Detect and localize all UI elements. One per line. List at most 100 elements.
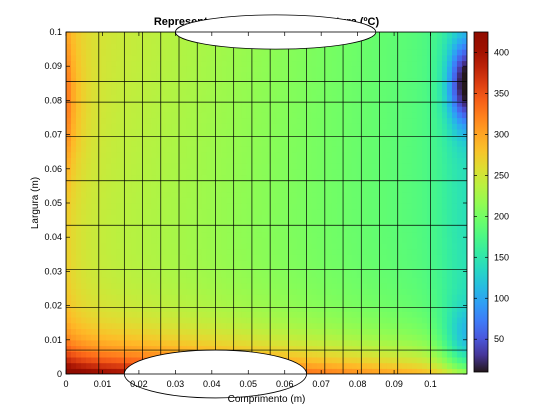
heat-cell [86, 37, 92, 44]
heat-cell [386, 231, 393, 238]
heat-cell [151, 265, 157, 272]
heat-cell [351, 214, 358, 221]
heat-cell [321, 214, 328, 221]
heat-cell [256, 265, 263, 272]
heat-cell [156, 128, 162, 136]
heat-cell [211, 100, 217, 107]
heat-cell [366, 180, 373, 187]
heat-cell [76, 128, 82, 136]
heat-cell [361, 140, 368, 147]
heat-cell [296, 208, 303, 215]
heat-cell [356, 94, 363, 101]
heat-cell [86, 174, 92, 181]
heat-cell [396, 83, 403, 90]
heat-cell [196, 322, 202, 329]
heat-cell [451, 339, 458, 347]
heat-cell [91, 157, 97, 164]
heat-cell [366, 231, 373, 238]
heat-cell [131, 339, 137, 347]
heat-cell [391, 197, 398, 204]
heat-cell [356, 168, 363, 176]
heat-cell [371, 299, 378, 307]
heat-cell [331, 134, 338, 141]
heat-cell [76, 260, 82, 267]
heat-cell [106, 322, 112, 329]
heat-cell [161, 151, 167, 158]
heat-cell [181, 322, 187, 329]
heat-cell [431, 356, 438, 364]
heat-cell [386, 254, 393, 261]
heat-cell [231, 60, 238, 67]
heat-cell [311, 180, 318, 187]
heat-cell [366, 140, 373, 147]
heat-cell [446, 197, 453, 204]
heat-cell [221, 111, 227, 119]
heat-cell [121, 106, 127, 113]
heat-cell [301, 208, 308, 215]
heat-cell [361, 117, 368, 124]
heat-cell [116, 294, 122, 301]
heat-cell [81, 197, 87, 204]
heat-cell [326, 254, 333, 261]
heat-cell [306, 60, 313, 67]
heat-cell [291, 100, 298, 107]
heat-cell [266, 288, 273, 295]
heat-cell [196, 94, 202, 101]
heat-cell [111, 157, 117, 164]
heat-cell [221, 339, 227, 347]
heat-cell [401, 66, 408, 73]
heat-cell [266, 66, 273, 73]
heat-cell [401, 197, 408, 204]
heat-cell [461, 151, 467, 158]
heat-cell [136, 334, 142, 341]
heat-cell [86, 134, 92, 141]
heat-cell [386, 203, 393, 210]
heat-cell [246, 282, 253, 290]
heat-cell [276, 328, 283, 335]
heat-cell [141, 334, 147, 341]
heat-cell [71, 294, 77, 301]
heat-cell [436, 83, 443, 90]
heat-cell [361, 134, 368, 141]
heat-cell [331, 356, 338, 364]
heat-cell [396, 328, 403, 335]
heat-cell [266, 146, 273, 153]
heat-cell [386, 294, 393, 301]
heat-cell [121, 83, 127, 90]
heat-cell [441, 311, 448, 318]
heat-cell [451, 66, 458, 73]
heat-cell [431, 111, 438, 119]
heat-cell [396, 77, 403, 84]
heat-cell [456, 168, 463, 176]
heat-cell [391, 317, 398, 324]
heat-cell [301, 265, 308, 272]
heat-cell [451, 54, 458, 62]
heat-cell [81, 123, 87, 130]
heat-cell [266, 225, 273, 233]
heat-cell [101, 220, 107, 227]
heat-cell [396, 225, 403, 233]
heat-cell [251, 248, 258, 255]
heat-cell [391, 351, 398, 358]
heat-cell [356, 111, 363, 119]
heat-cell [396, 71, 403, 79]
heat-cell [321, 66, 328, 73]
heat-cell [151, 49, 157, 56]
heat-cell [461, 351, 467, 358]
heat-cell [366, 49, 373, 56]
heat-cell [281, 180, 288, 187]
heat-cell [321, 225, 328, 233]
heat-cell [451, 106, 458, 113]
heat-cell [116, 271, 122, 278]
heat-cell [271, 305, 278, 312]
heat-cell [391, 214, 398, 221]
heat-cell [421, 282, 428, 290]
heat-cell [341, 305, 348, 312]
heat-cell [216, 60, 222, 67]
heat-cell [321, 128, 328, 136]
heat-cell [461, 220, 467, 227]
heat-cell [231, 345, 238, 352]
heat-cell [201, 328, 207, 335]
heat-cell [441, 180, 448, 187]
heat-cell [171, 231, 177, 238]
